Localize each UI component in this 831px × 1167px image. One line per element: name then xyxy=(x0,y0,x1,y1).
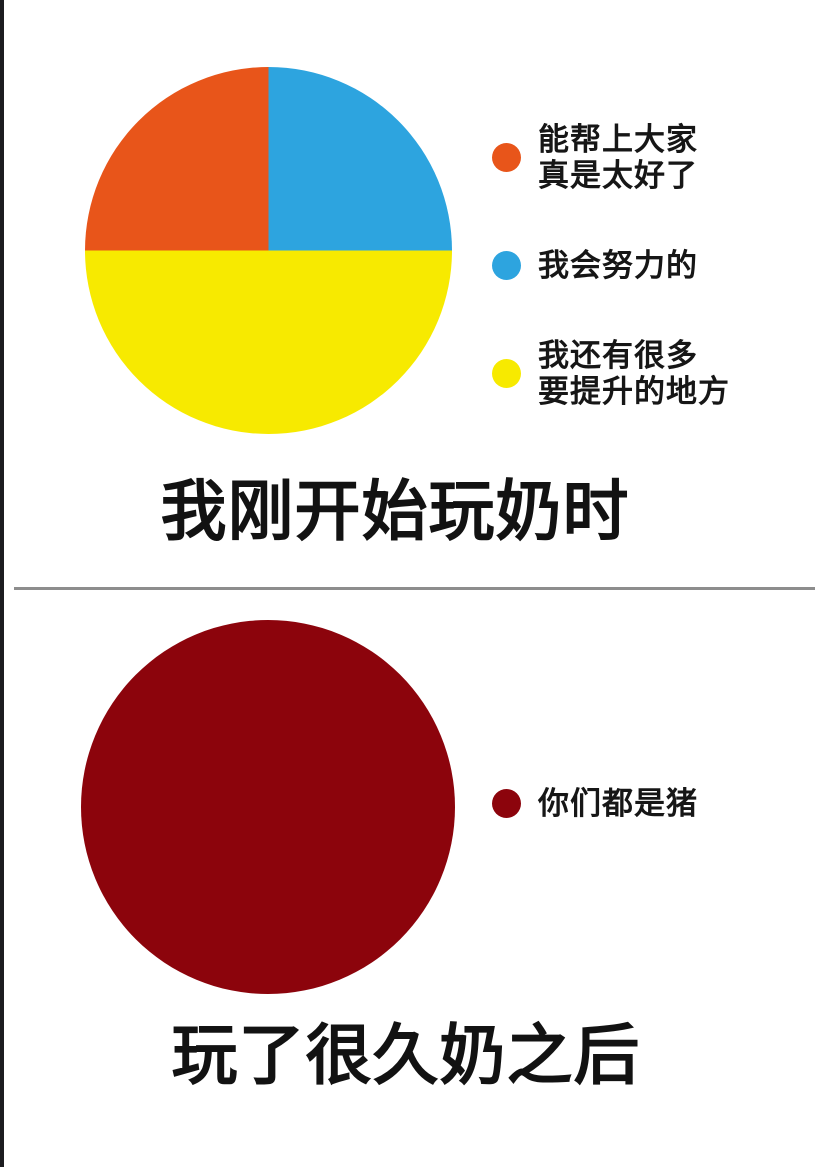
legend-before: 能帮上大家 真是太好了 我会努力的 我还有很多 要提升的地方 xyxy=(492,122,730,410)
pie-chart-after xyxy=(81,620,455,994)
legend-item: 我还有很多 要提升的地方 xyxy=(492,338,730,410)
left-border-line xyxy=(0,0,4,1167)
legend-dot-yellow xyxy=(492,359,521,389)
legend-dot-blue xyxy=(492,251,521,281)
chart-title-before: 我刚开始玩奶时 xyxy=(160,474,630,548)
chart-title-after: 玩了很久奶之后 xyxy=(171,1018,641,1092)
legend-dot-darkred xyxy=(492,789,521,819)
legend-label: 我会努力的 xyxy=(538,247,698,283)
section-divider xyxy=(14,587,815,590)
legend-after: 你们都是猪 xyxy=(492,786,698,822)
legend-item: 你们都是猪 xyxy=(492,786,698,822)
legend-label: 我还有很多 要提升的地方 xyxy=(538,337,730,409)
legend-label: 你们都是猪 xyxy=(538,786,698,821)
legend-item: 能帮上大家 真是太好了 xyxy=(492,122,730,194)
legend-label: 能帮上大家 真是太好了 xyxy=(538,122,698,193)
legend-item: 我会努力的 xyxy=(492,248,730,284)
pie-chart-before xyxy=(85,67,452,434)
legend-dot-orange xyxy=(492,143,521,173)
